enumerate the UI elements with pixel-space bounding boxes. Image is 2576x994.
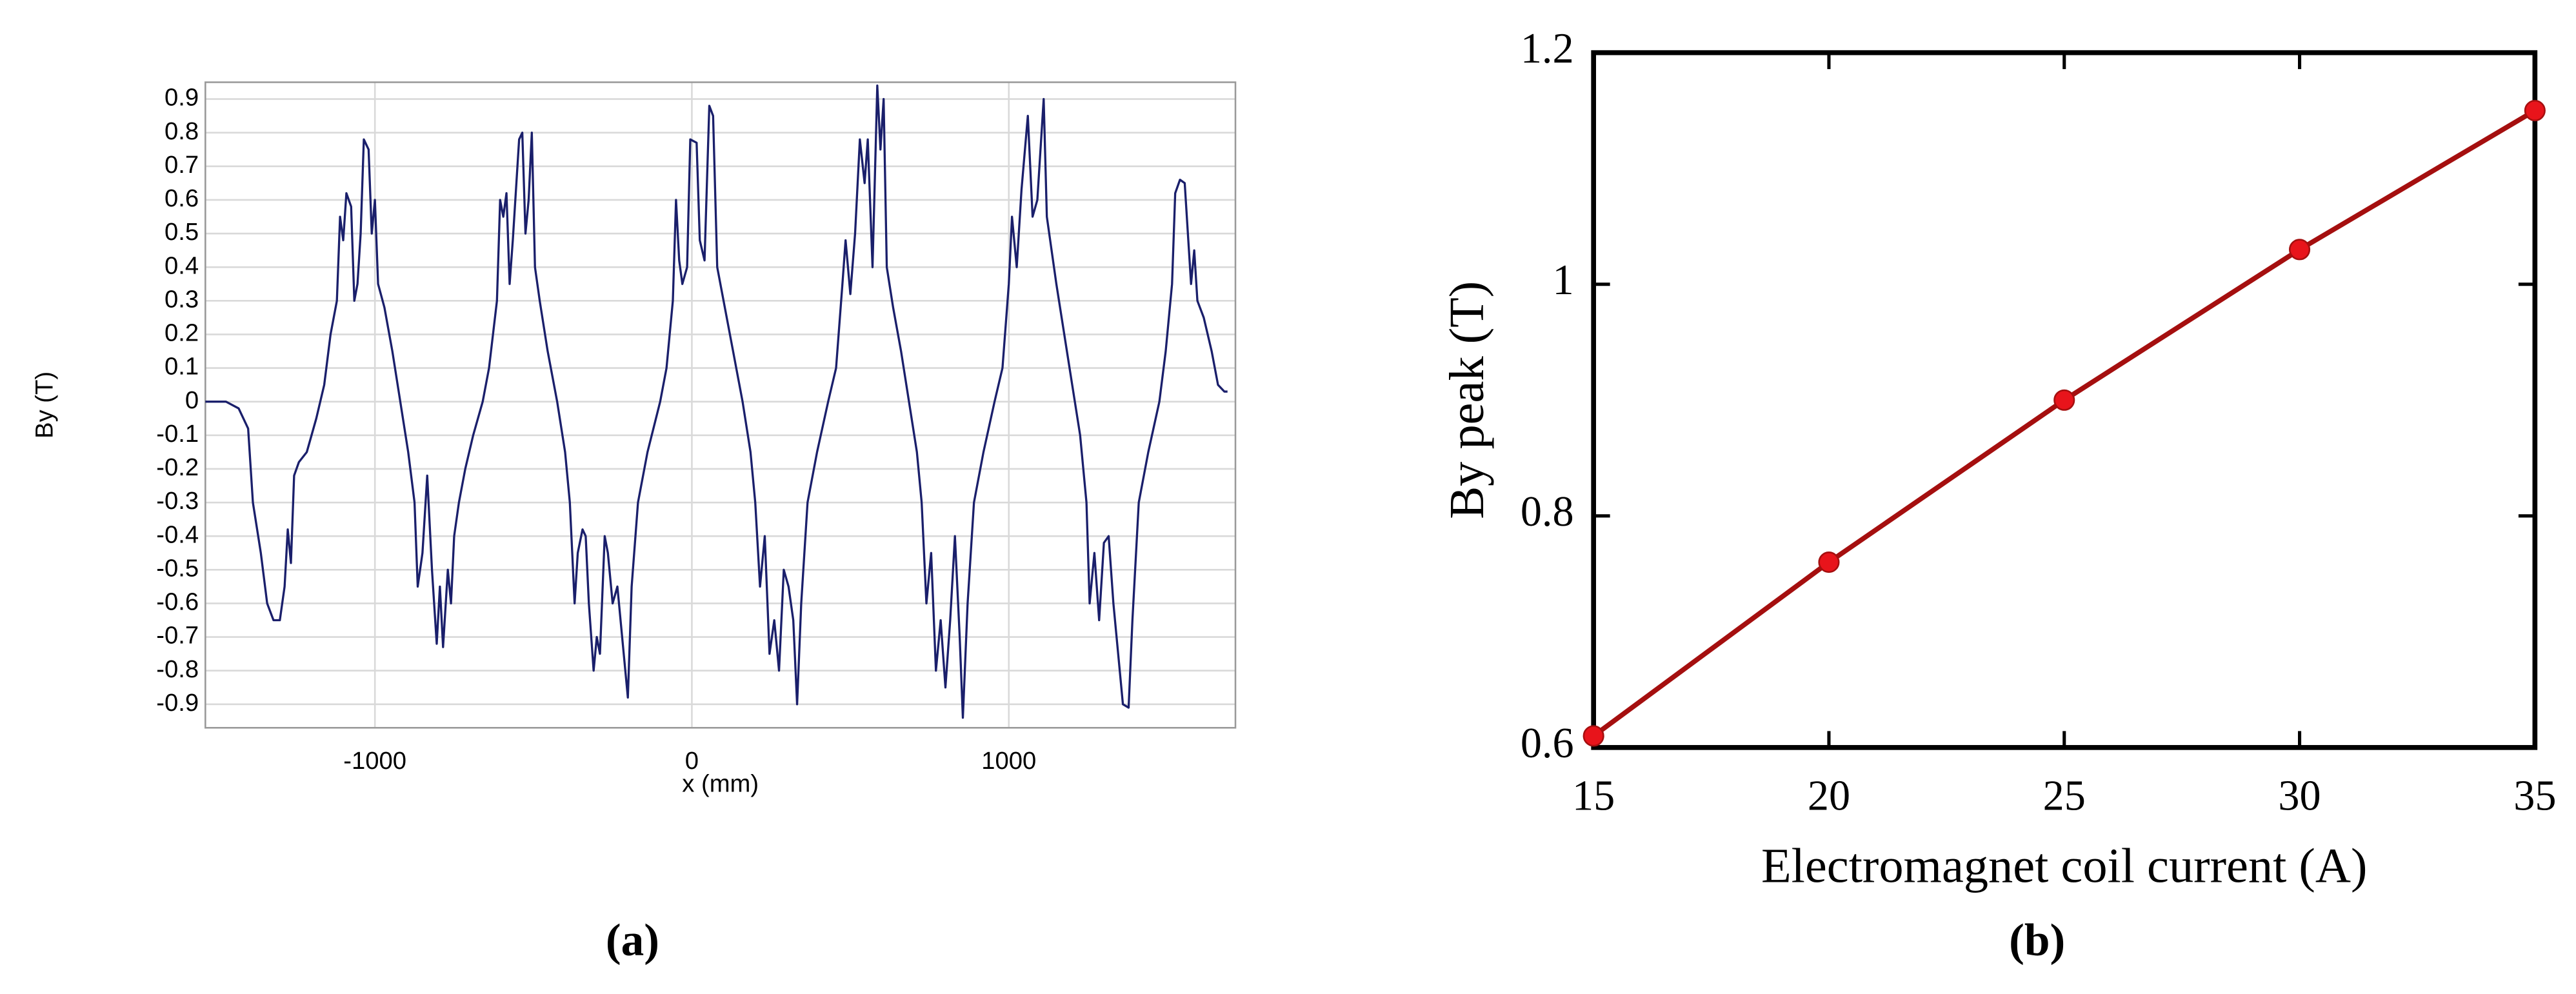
y-tick-label: 1.2 [1521,25,1574,72]
plot-border [205,81,1237,729]
y-tick-label: -0.4 [156,521,199,548]
x-tick-label: 0 [685,747,699,775]
data-line [205,84,1228,719]
y-tick-label: 0.6 [1521,720,1574,767]
y-tick-label: 0.2 [165,319,199,347]
data-point [1583,725,1604,747]
y-tick-label: 0.9 [165,84,199,112]
y-tick-label: 0.8 [165,117,199,145]
x-tick-label: 1000 [981,747,1036,775]
y-tick-label: 0.7 [165,151,199,179]
y-tick-label: 0.8 [1521,488,1574,535]
y-tick-label: 0.3 [165,285,199,313]
x-tick-label: 25 [2043,773,2086,820]
y-tick-label: -0.5 [156,554,199,582]
y-tick-label: 0.1 [165,353,199,381]
plot-border [1591,50,2538,750]
y-tick-label: 1 [1552,257,1573,304]
y-axis-label: By peak (T) [1439,281,1494,519]
x-tick-label: 15 [1572,773,1615,820]
x-axis-label: x (mm) [682,770,759,798]
y-tick-label: -0.8 [156,655,199,683]
x-tick-label: -1000 [343,747,406,775]
data-point [1818,552,1840,573]
x-axis-label: Electromagnet coil current (A) [1761,838,2367,893]
y-tick-label: -0.7 [156,622,199,650]
panel-caption: (b) [2009,915,2065,966]
y-tick-label: 0.4 [165,252,199,279]
y-tick-label: -0.1 [156,420,199,448]
y-tick-label: -0.6 [156,588,199,616]
chart: 0.9 0.8 0.7 0.6 0.5 0.4 0.3 0.2 0.1 0 -0.1 -0.2 -0.3… [30,81,1237,966]
plot-area [205,82,1236,728]
y-tick-label: 0.5 [165,218,199,246]
y-tick-label: -0.3 [156,487,199,515]
data-point [2288,239,2311,261]
x-tick-label: 30 [2278,773,2321,820]
y-axis-label: By (T) [30,372,58,439]
data-point [2053,389,2075,411]
panel-caption: (a) [606,915,659,966]
data-point [2524,99,2546,121]
y-tick-label: -0.9 [156,689,199,717]
y-tick-label: 0 [185,386,199,414]
y-tick-label: 0.6 [165,184,199,212]
chart: 0.6 0.8 1 1.2 15 20 25 30 35 Electromagnet coil c… [1439,25,2556,966]
x-tick-label: 20 [1808,773,1850,820]
x-tick-label: 35 [2513,773,2556,820]
y-tick-label: -0.2 [156,453,199,481]
